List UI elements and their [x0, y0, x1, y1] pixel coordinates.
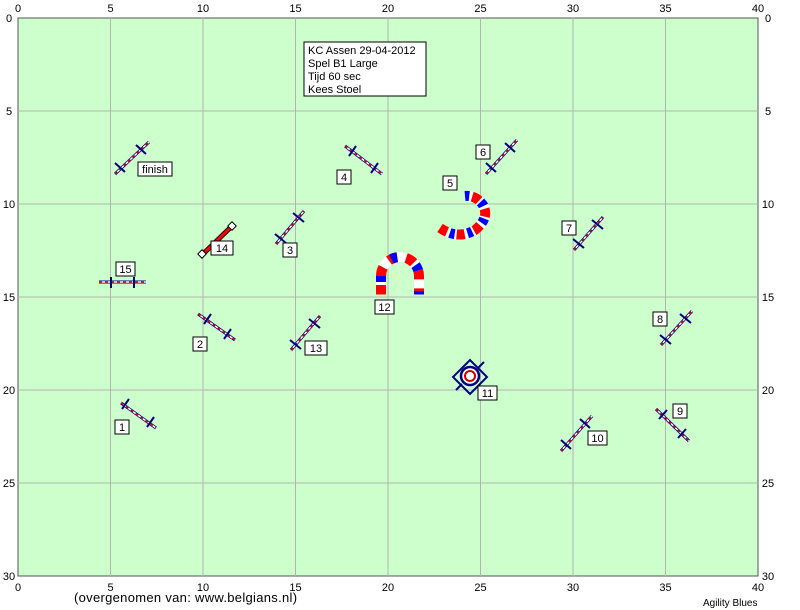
x-tick-label: 10 [197, 3, 209, 15]
label-text: 12 [378, 302, 390, 314]
label-2: 2 [192, 336, 208, 352]
x-tick-label: 0 [15, 3, 21, 15]
tunnel-12 [376, 252, 424, 295]
label-text: 1 [119, 422, 125, 434]
label-text: 2 [197, 339, 203, 351]
x-axis-bottom: 0 5 10 15 20 25 30 35 40 [15, 582, 764, 594]
label-7: 7 [561, 220, 577, 236]
label-text: 5 [447, 178, 453, 190]
info-line: KC Assen 29-04-2012 [308, 45, 416, 57]
jump-2 [197, 312, 236, 342]
jump-10 [559, 415, 594, 452]
jump-13 [289, 315, 322, 351]
label-13: 13 [304, 340, 328, 356]
y-tick-label: 5 [6, 106, 12, 118]
long-jump-15 [99, 277, 146, 288]
label-4: 4 [336, 169, 352, 185]
x-tick-label: 35 [659, 3, 671, 15]
y-tick-label: 25 [3, 478, 15, 490]
label-1: 1 [114, 419, 130, 435]
label-text: 6 [480, 147, 486, 159]
y-tick-label: 0 [765, 13, 771, 25]
x-tick-label: 5 [107, 3, 113, 15]
jump-3 [274, 210, 306, 245]
y-tick-label: 5 [765, 106, 771, 118]
x-tick-label: 40 [752, 3, 764, 15]
tyre-11 [451, 358, 489, 396]
y-tick-label: 10 [762, 199, 774, 211]
tunnel-5 [437, 190, 491, 240]
label-10: 10 [587, 430, 608, 446]
x-tick-label: 0 [15, 582, 21, 594]
x-tick-label: 25 [474, 3, 486, 15]
course-info-box: KC Assen 29-04-2012 Spel B1 Large Tijd 6… [303, 41, 427, 97]
grid [18, 18, 758, 576]
label-11: 11 [477, 385, 498, 401]
label-15: 15 [115, 261, 136, 277]
y-tick-label: 10 [3, 199, 15, 211]
y-tick-label: 0 [6, 13, 12, 25]
x-tick-label: 30 [567, 3, 579, 15]
label-text: 13 [310, 343, 322, 355]
label-8: 8 [652, 311, 668, 327]
label-9: 9 [672, 403, 688, 419]
y-axis-left: 0 5 10 15 20 25 30 [3, 13, 15, 583]
info-line: Spel B1 Large [308, 58, 378, 70]
label-text: 3 [287, 245, 293, 257]
x-tick-label: 30 [567, 582, 579, 594]
y-tick-label: 15 [762, 292, 774, 304]
x-tick-label: 5 [107, 582, 113, 594]
label-text: finish [142, 164, 168, 176]
jump-6 [484, 138, 519, 176]
label-text: 7 [566, 223, 572, 235]
y-tick-label: 30 [3, 571, 15, 583]
label-text: 11 [482, 388, 493, 400]
x-tick-label: 20 [382, 582, 394, 594]
source-credit: (overgenomen van: www.belgians.nl) [74, 590, 298, 605]
jump-4 [344, 144, 383, 176]
jump-finish [113, 140, 151, 176]
x-tick-label: 25 [474, 582, 486, 594]
info-line: Tijd 60 sec [308, 71, 361, 83]
label-5: 5 [442, 175, 458, 191]
label-text: 8 [657, 314, 663, 326]
x-tick-label: 15 [289, 3, 301, 15]
label-text: 9 [677, 406, 683, 418]
label-6: 6 [475, 144, 491, 160]
x-tick-label: 20 [382, 3, 394, 15]
jump-9 [654, 407, 691, 443]
y-tick-label: 15 [3, 292, 15, 304]
jump-8 [659, 309, 694, 347]
label-text: 15 [119, 264, 131, 276]
label-text: 10 [591, 433, 603, 445]
y-tick-label: 30 [762, 571, 774, 583]
label-14: 14 [210, 240, 234, 256]
info-line: Kees Stoel [308, 84, 361, 96]
label-12: 12 [374, 299, 395, 315]
brand-name: Agility Blues [703, 598, 758, 609]
y-tick-label: 25 [762, 478, 774, 490]
x-tick-label: 35 [659, 582, 671, 594]
x-tick-label: 10 [197, 582, 209, 594]
y-axis-right: 0 5 10 15 20 25 30 [762, 13, 774, 583]
jump-1 [120, 398, 157, 430]
label-3: 3 [282, 242, 298, 258]
jump-7 [572, 216, 605, 251]
label-text: 4 [341, 172, 347, 184]
x-axis-top: 0 5 10 15 20 25 30 35 40 [15, 3, 764, 15]
spread-jump-14 [197, 221, 237, 259]
x-tick-label: 40 [752, 582, 764, 594]
x-tick-label: 15 [289, 582, 301, 594]
y-tick-label: 20 [762, 385, 774, 397]
label-text: 14 [216, 243, 228, 255]
y-tick-label: 20 [3, 385, 15, 397]
label-finish: finish [137, 161, 173, 177]
